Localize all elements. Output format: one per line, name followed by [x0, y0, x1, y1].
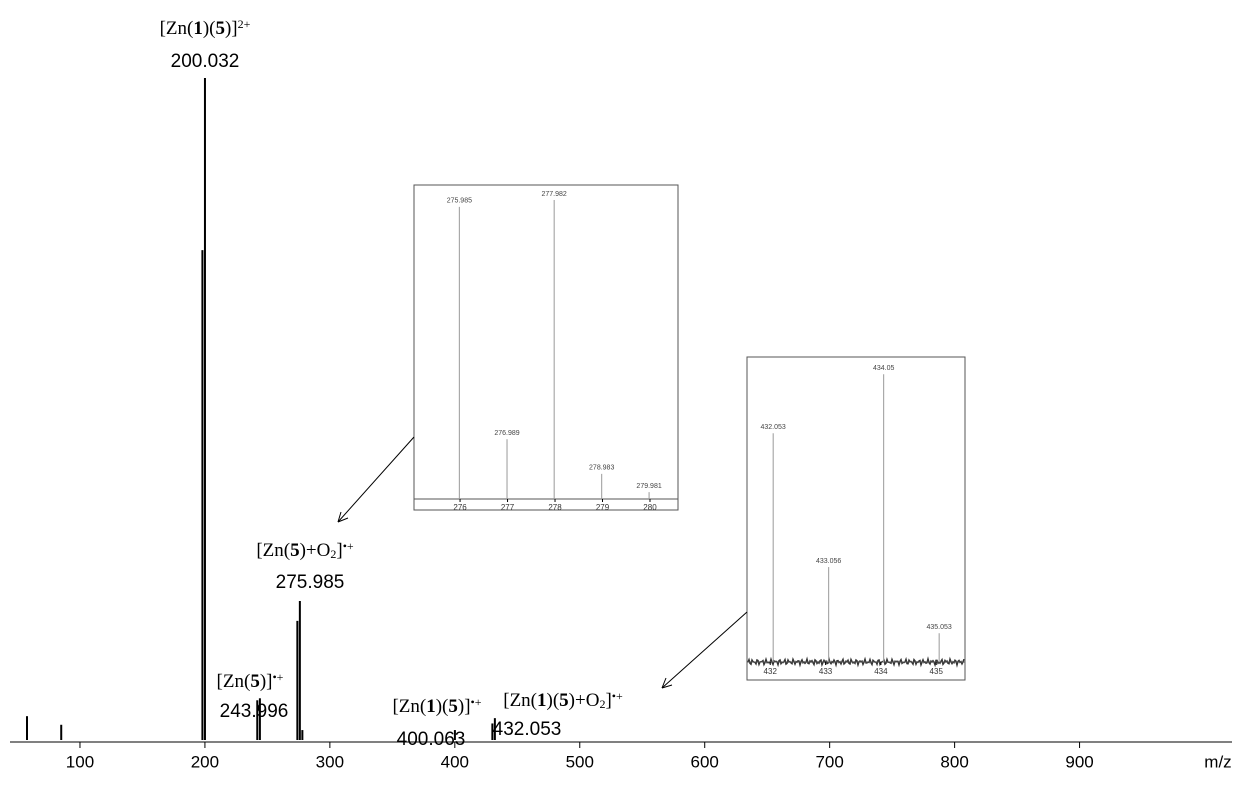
x-tick-label: 280: [643, 503, 657, 512]
x-tick-label: 279: [596, 503, 610, 512]
x-tick-label: 900: [1065, 752, 1093, 771]
peak-label: 275.985: [447, 198, 472, 205]
formula-part: [Zn(: [217, 671, 251, 692]
annotation-formula: [Zn(1)(5)]2+: [160, 17, 251, 39]
formula-part: )(: [436, 696, 449, 717]
formula-part: ]: [336, 540, 342, 561]
x-tick-label: 400: [441, 752, 469, 771]
arrow-head: [337, 511, 349, 523]
formula-part: 1: [193, 18, 203, 39]
formula-part: )(: [547, 690, 560, 711]
peak-label: 432.053: [761, 424, 786, 431]
x-tick-label: 277: [501, 503, 515, 512]
annotation-label: 200.032: [171, 51, 240, 72]
x-tick-label: 300: [316, 752, 344, 771]
formula-part: [Zn(: [160, 18, 194, 39]
formula-part: 1: [426, 696, 436, 717]
x-tick-label: 276: [453, 503, 467, 512]
annotation-label: 400.063: [397, 729, 466, 750]
annotation-formula: [Zn(1)(5)+O2]•+: [503, 689, 623, 711]
formula-part: •+: [471, 695, 482, 709]
formula-part: )+O: [300, 540, 331, 561]
formula-part: 5: [215, 18, 225, 39]
x-tick-label: 600: [691, 752, 719, 771]
arrow: [337, 436, 415, 523]
formula-part: )]: [225, 18, 238, 39]
annotation-label: 243.996: [220, 701, 289, 722]
x-tick-label: 200: [191, 752, 219, 771]
arrow: [661, 611, 748, 689]
annotation-formula: [Zn(1)(5)]•+: [392, 695, 481, 717]
formula-part: 5: [290, 540, 300, 561]
x-tick-label: 500: [566, 752, 594, 771]
formula-part: 2: [330, 547, 336, 561]
inset-frame: [746, 356, 966, 681]
formula-part: 5: [448, 696, 458, 717]
peak-label: 277.982: [542, 191, 567, 198]
x-tick-label: 433: [819, 667, 833, 676]
formula-part: •+: [612, 689, 623, 703]
peak-label: 435.053: [927, 624, 952, 631]
peak-label: 279.981: [636, 483, 661, 490]
arrow-head: [661, 677, 673, 689]
annotation-formula: [Zn(5)+O2]•+: [256, 539, 354, 561]
formula-part: •+: [343, 539, 354, 553]
formula-part: •+: [272, 670, 283, 684]
x-tick-label: 100: [66, 752, 94, 771]
annotation-formula: [Zn(5)]•+: [217, 670, 284, 692]
x-tick-label: 432: [764, 667, 778, 676]
formula-part: 2: [599, 697, 605, 711]
peak-label: 434.05: [873, 365, 895, 372]
formula-part: 2+: [238, 17, 251, 31]
peak-label: 433.056: [816, 558, 841, 565]
x-axis-label: m/z: [1204, 752, 1231, 771]
formula-part: [Zn(: [256, 540, 290, 561]
x-tick-label: 434: [874, 667, 888, 676]
formula-part: )(: [203, 18, 216, 39]
x-tick-label: 435: [930, 667, 944, 676]
x-tick-label: 800: [940, 752, 968, 771]
formula-part: )+O: [569, 690, 600, 711]
formula-part: ]: [605, 690, 611, 711]
formula-part: )]: [260, 671, 273, 692]
formula-part: 1: [537, 690, 547, 711]
peak-label: 276.989: [494, 430, 519, 437]
formula-part: 5: [250, 671, 260, 692]
x-tick-label: 278: [548, 503, 562, 512]
inset-frame: [413, 184, 679, 511]
formula-part: [Zn(: [392, 696, 426, 717]
peak-label: 278.983: [589, 465, 614, 472]
formula-part: )]: [458, 696, 471, 717]
x-tick-label: 700: [815, 752, 843, 771]
formula-part: [Zn(: [503, 690, 537, 711]
annotation-label: 432.053: [493, 719, 562, 740]
formula-part: 5: [559, 690, 569, 711]
annotation-label: 275.985: [276, 572, 345, 593]
